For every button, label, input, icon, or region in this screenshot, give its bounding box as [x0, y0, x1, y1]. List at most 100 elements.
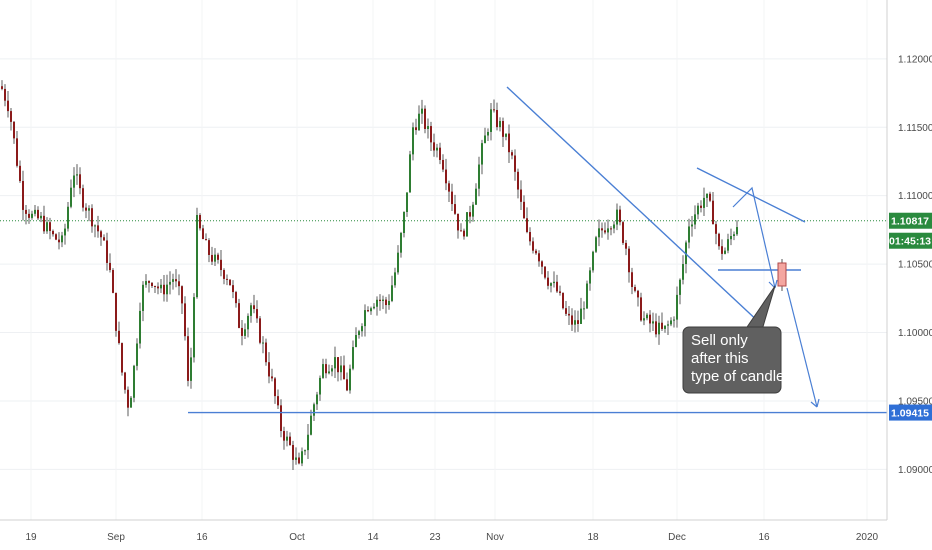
candle-body	[286, 436, 288, 441]
candle-body	[400, 232, 402, 253]
candle-body	[349, 368, 351, 391]
candle-body	[565, 308, 567, 314]
candle-body	[172, 279, 174, 282]
candle-body	[328, 371, 330, 374]
projected-path[interactable]	[732, 186, 776, 289]
candle-body	[346, 379, 348, 391]
candle-body	[526, 218, 528, 233]
candle-body	[331, 368, 333, 372]
annotation-callout[interactable]: Sell only after this type of candle	[682, 285, 784, 394]
candle-body	[652, 321, 654, 324]
candle-body	[58, 239, 60, 243]
candle-body	[52, 230, 54, 235]
candle-body	[700, 205, 702, 208]
candle-body	[535, 250, 537, 254]
candle-body	[592, 251, 594, 271]
candle-body	[61, 235, 63, 243]
candle-body	[82, 188, 84, 208]
price-tick-label: 1.09500	[898, 396, 932, 407]
candle-body	[1, 86, 3, 89]
candle-body	[562, 292, 564, 309]
candle-body	[484, 135, 486, 144]
candle-body	[709, 193, 711, 201]
time-axis[interactable]: 19 Sep 16 Oct 14 23 Nov 18 Dec 16 2020	[25, 532, 878, 543]
candle-body	[280, 405, 282, 432]
candle-body	[637, 290, 639, 298]
candle-body	[724, 250, 726, 254]
candle-body	[568, 313, 570, 316]
candle-body	[301, 451, 303, 464]
candle-body	[364, 310, 366, 327]
target-projection-line[interactable]	[786, 287, 818, 408]
candle-body	[598, 228, 600, 238]
wedge-upper-line[interactable]	[696, 167, 806, 223]
candle-body	[127, 389, 129, 408]
candle-body	[703, 197, 705, 208]
price-tick-label: 1.10000	[898, 328, 932, 339]
trend-drawings[interactable]	[188, 86, 887, 414]
candle-body	[472, 204, 474, 217]
candle-body	[307, 434, 309, 451]
candle-body	[250, 305, 252, 316]
candle-body	[589, 270, 591, 284]
candle-body	[676, 294, 678, 320]
candle-body	[238, 303, 240, 328]
candle-body	[718, 233, 720, 247]
candle-body	[571, 315, 573, 325]
candle-body	[376, 299, 378, 307]
time-tick-label: 2020	[856, 532, 879, 543]
candle-body	[73, 175, 75, 188]
candle-body	[334, 357, 336, 369]
time-tick-label: 18	[587, 532, 599, 543]
candle-body	[523, 201, 525, 219]
candle-body	[181, 286, 183, 304]
candle-body	[457, 213, 459, 231]
candle-body	[373, 306, 375, 309]
candle-body	[214, 254, 216, 262]
signal-candle[interactable]	[777, 262, 787, 287]
candle-body	[508, 133, 510, 153]
candle-body	[247, 315, 249, 330]
candle-body	[634, 286, 636, 291]
candle-body	[448, 183, 450, 192]
current-price-badge	[889, 212, 932, 229]
downtrend-line[interactable]	[506, 86, 763, 326]
candle-body	[142, 284, 144, 311]
candle-body	[586, 283, 588, 309]
candle-body	[106, 240, 108, 263]
candle-body	[424, 108, 426, 129]
price-axis[interactable]: 1.12000 1.11500 1.11000 1.10500 1.10000 1.095…	[898, 54, 932, 476]
candle-body	[475, 188, 477, 205]
candle-body	[352, 347, 354, 369]
candle-body	[394, 272, 396, 286]
current-price-badge-text: 1.10817	[891, 216, 929, 228]
candle-body	[619, 209, 621, 223]
candle-body	[502, 121, 504, 137]
price-tick-label: 1.11000	[898, 191, 932, 202]
callout-line-2: after this	[691, 350, 749, 367]
candle-body	[22, 181, 24, 210]
countdown-badge-text: 01:45:13	[889, 236, 931, 248]
candle-body	[298, 457, 300, 464]
candle-body	[154, 286, 156, 288]
candle-body	[160, 284, 162, 289]
candle-body	[244, 329, 246, 336]
candle-body	[658, 322, 660, 335]
candle-body	[583, 308, 585, 310]
candle-body	[613, 224, 615, 229]
candle-body	[421, 108, 423, 114]
candle-body	[727, 239, 729, 251]
candle-body	[133, 365, 135, 398]
candle-body	[118, 330, 120, 344]
candle-body	[67, 206, 69, 229]
candle-body	[499, 121, 501, 128]
candle-body	[55, 234, 57, 240]
candle-body	[517, 171, 519, 190]
candle-body	[379, 299, 381, 302]
candle-body	[235, 292, 237, 304]
candle-body	[430, 126, 432, 143]
candle-body	[643, 318, 645, 321]
candle-body	[412, 127, 414, 155]
price-tick-label: 1.12000	[898, 54, 932, 65]
